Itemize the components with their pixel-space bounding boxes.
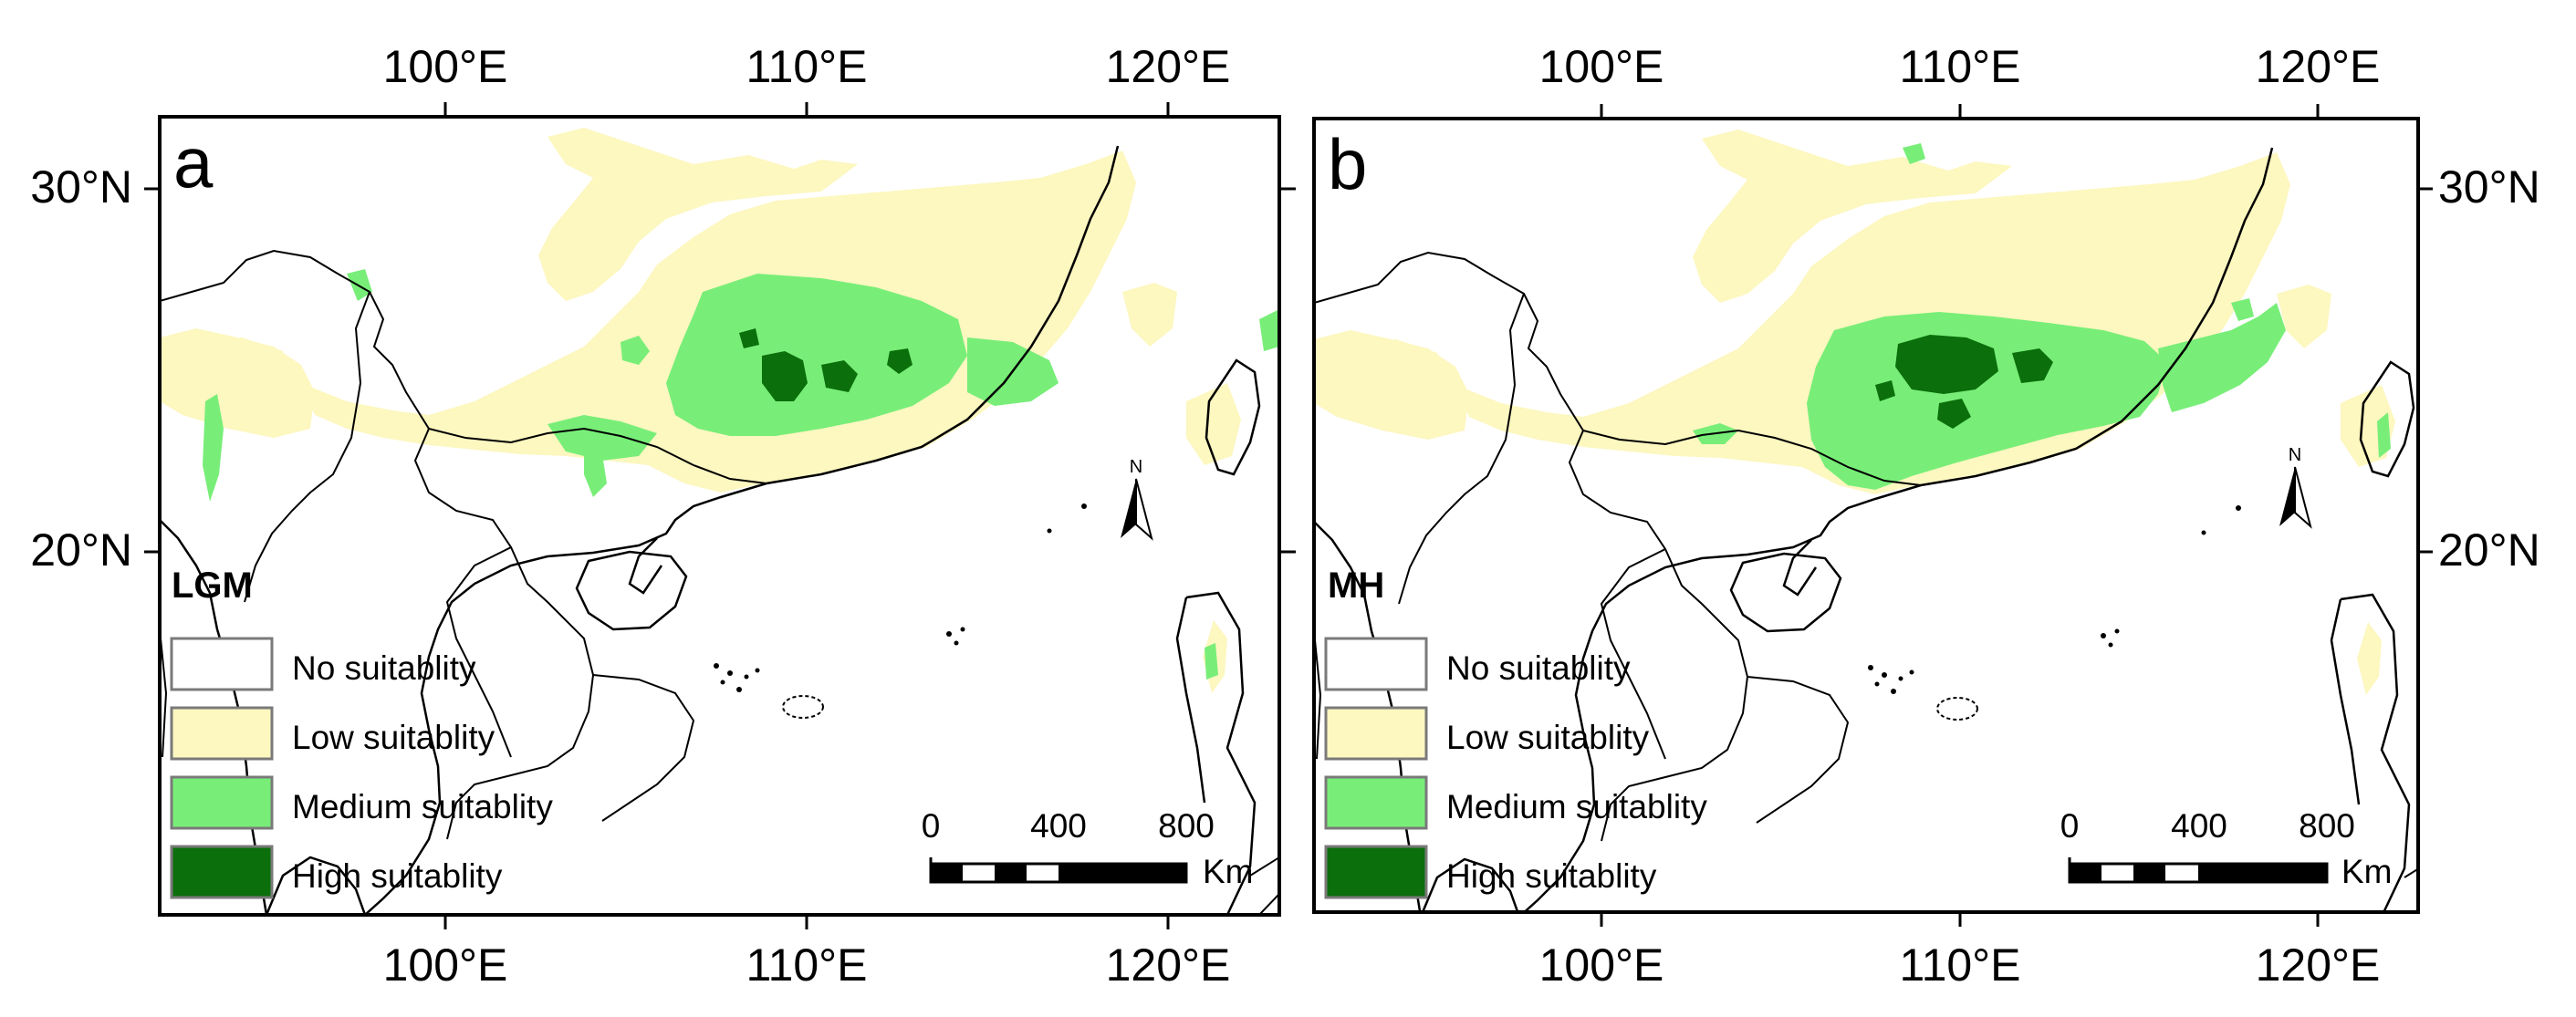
panel-a-scale-unit: Km [1203, 853, 1254, 890]
panel-b-lat-tick-30n: 30°N [2438, 161, 2540, 213]
legend-label-medium: Medium suitablity [292, 788, 553, 825]
panel-b-lat-tick-20n: 20°N [2438, 524, 2540, 576]
panel-b-tick-marks [1600, 104, 2433, 927]
panel-b-bottom-tick-100e: 100°E [1539, 939, 1664, 991]
panel-a-bottom-tick-110e: 110°E [746, 939, 867, 991]
panel-b-legend: No suitablity Low suitablity Medium suit… [1324, 637, 1707, 899]
panel-a-scale-800: 800 [1158, 807, 1215, 845]
panel-b-north-arrow-icon: N [2279, 445, 2312, 529]
panel-a-north-arrow-icon: N [1121, 457, 1153, 541]
legend-b-label-low: Low suitablity [1446, 719, 1650, 756]
legend-swatch-low [170, 706, 274, 761]
legend-b-swatch-medium [1324, 775, 1428, 830]
panel-b-frame [1312, 117, 2420, 914]
panel-b-top-tick-100e: 100°E [1539, 41, 1664, 92]
panel-a-top-tick-110e: 110°E [746, 41, 867, 92]
panel-b-scale-bar: 0 400 800 Km [2060, 807, 2393, 890]
panel-b-scale-400: 400 [2171, 807, 2227, 845]
panel-a-letter: a [173, 122, 214, 202]
panel-a-top-tick-120e: 120°E [1106, 41, 1231, 92]
panel-b: 100°E 110°E 120°E 100°E 110°E 120°E 30°N… [1312, 41, 2540, 991]
legend-b-swatch-high [1324, 845, 1428, 899]
panel-a-lat-tick-30n: 30°N [30, 161, 132, 213]
panel-b-bottom-tick-110e: 110°E [1899, 939, 2020, 991]
panel-a-scale-0: 0 [922, 807, 941, 845]
panel-b-letter: b [1328, 124, 1367, 204]
panel-a-frame [158, 115, 1281, 917]
panel-a: 100°E 110°E 120°E 100°E 110°E 120°E 30°N… [30, 41, 1296, 991]
panel-b-scale-0: 0 [2060, 807, 2080, 845]
panel-a-lat-tick-20n: 20°N [30, 524, 132, 576]
panel-b-scale-unit: Km [2341, 853, 2393, 890]
legend-swatch-no [170, 637, 274, 691]
panel-a-legend: No suitablity Low suitablity Medium suit… [170, 637, 553, 899]
panel-a-bottom-tick-100e: 100°E [383, 939, 508, 991]
legend-b-label-no: No suitablity [1446, 649, 1631, 687]
svg-text:N: N [2289, 445, 2301, 465]
panel-a-tick-marks [144, 102, 1296, 929]
panel-b-top-tick-110e: 110°E [1899, 41, 2020, 92]
panel-b-period-label: MH [1328, 566, 1384, 606]
legend-b-swatch-low [1324, 706, 1428, 761]
legend-label-low: Low suitablity [292, 719, 495, 756]
legend-label-no: No suitablity [292, 649, 476, 687]
panel-b-map [1314, 119, 2418, 912]
panel-b-scale-800: 800 [2299, 807, 2355, 845]
panel-a-bottom-tick-120e: 120°E [1106, 939, 1231, 991]
svg-text:N: N [1130, 457, 1142, 477]
legend-b-label-high: High suitablity [1446, 857, 1657, 895]
panel-b-bottom-tick-120e: 120°E [2256, 939, 2381, 991]
legend-label-high: High suitablity [292, 857, 503, 895]
panel-a-scale-bar: 0 400 800 Km [922, 807, 1254, 890]
panel-a-scale-400: 400 [1030, 807, 1087, 845]
legend-swatch-high [170, 845, 274, 899]
panel-b-top-tick-120e: 120°E [2256, 41, 2381, 92]
panel-a-map [160, 117, 1279, 915]
panel-a-top-tick-100e: 100°E [383, 41, 508, 92]
panel-a-period-label: LGM [172, 566, 253, 606]
legend-b-label-medium: Medium suitablity [1446, 788, 1707, 825]
legend-b-swatch-no [1324, 637, 1428, 691]
legend-swatch-medium [170, 775, 274, 830]
